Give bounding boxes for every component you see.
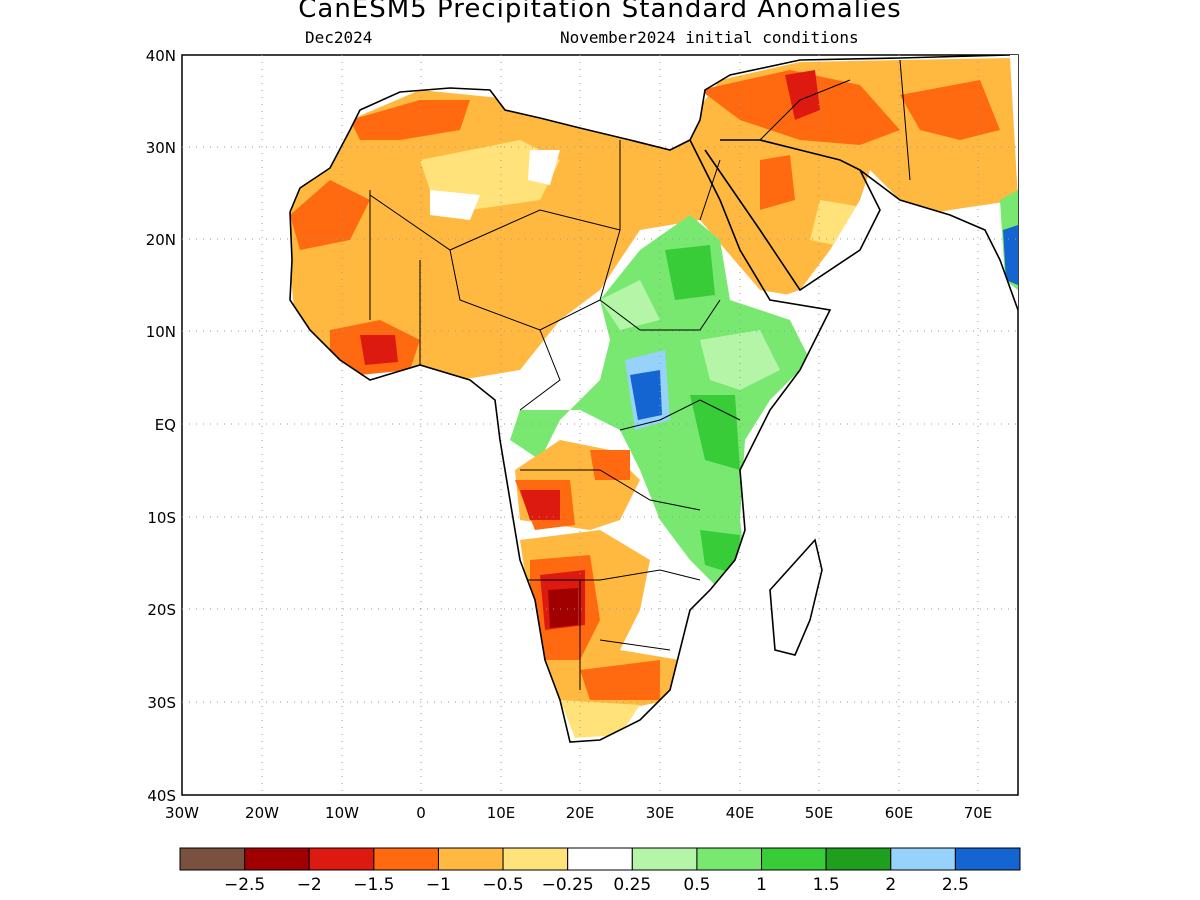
lon-label: 20E [566, 804, 595, 822]
colorbar-tick-label: −0.5 [482, 875, 523, 895]
colorbar [179, 847, 1021, 871]
lat-label: 10N [146, 323, 176, 341]
colorbar-swatch [890, 847, 956, 871]
colorbar-tick-label: −2 [297, 875, 322, 895]
colorbar-tick-label: 2 [885, 875, 896, 895]
colorbar-tick-label: −0.25 [542, 875, 594, 895]
colorbar-swatch [761, 847, 827, 871]
colorbar-tick-label: 1.5 [813, 875, 840, 895]
map-title: CanESM5 Precipitation Standard Anomalies [298, 0, 902, 24]
lon-label: 30W [165, 804, 199, 822]
longitude-labels: 30W 20W 10W 0 10E 20E 30E 40E 50E 60E 70… [165, 804, 992, 822]
colorbar-swatch [954, 847, 1021, 871]
colorbar-tick-label: −2.5 [224, 875, 265, 895]
lon-label: 60E [885, 804, 914, 822]
colorbar-swatch [437, 847, 504, 871]
lat-label: 20S [147, 601, 176, 619]
lat-label: 40S [147, 787, 176, 805]
forecast-month: Dec2024 [305, 28, 373, 47]
lat-label: 30S [147, 694, 176, 712]
lat-label: 40N [146, 47, 176, 65]
initial-conditions-label: November2024 initial conditions [560, 28, 859, 47]
lon-label: 30E [646, 804, 675, 822]
colorbar-labels: −2.5 −2 −1.5 −1 −0.5 −0.25 0.25 0.5 1 1.5 2 2.5 [224, 875, 969, 895]
latitude-labels: 40N 30N 20N 10N EQ 10S 20S 30S 40S [146, 47, 176, 805]
colorbar-swatch [696, 847, 763, 871]
colorbar-swatch [825, 847, 892, 871]
wet-core-east-africa [630, 370, 662, 420]
lon-label: 40E [726, 804, 755, 822]
colorbar-tick-label: −1.5 [353, 875, 394, 895]
lon-label: 10E [487, 804, 516, 822]
dry-core-west-africa [360, 335, 398, 365]
lat-label: 30N [146, 139, 176, 157]
colorbar-swatch [308, 847, 375, 871]
lat-label: 10S [147, 509, 176, 527]
lat-label: EQ [155, 416, 176, 434]
colorbar-tick-label: 2.5 [942, 875, 969, 895]
colorbar-tick-label: 1 [756, 875, 767, 895]
colorbar-swatch [631, 847, 698, 871]
lon-label: 0 [416, 804, 426, 822]
colorbar-swatch [244, 847, 310, 871]
colorbar-tick-label: −1 [426, 875, 451, 895]
lon-label: 20W [245, 804, 279, 822]
colorbar-swatch [179, 847, 246, 871]
colorbar-swatch [502, 847, 569, 871]
lat-label: 20N [146, 231, 176, 249]
colorbar-tick-label: 0.5 [683, 875, 710, 895]
lon-label: 10W [325, 804, 359, 822]
lon-label: 70E [964, 804, 993, 822]
coastlines [289, 55, 1018, 743]
colorbar-swatch [373, 847, 439, 871]
dry-core-southern-africa [548, 588, 578, 628]
country-borders [369, 59, 911, 690]
colorbar-tick-label: 0.25 [613, 875, 651, 895]
lon-label: 50E [805, 804, 834, 822]
colorbar-swatch [567, 847, 633, 871]
